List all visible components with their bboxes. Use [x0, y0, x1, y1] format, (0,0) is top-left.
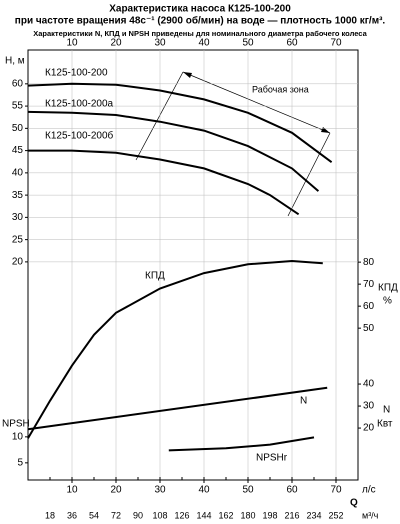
y-tick-label: 30 — [363, 401, 375, 412]
x2-tick-label: 198 — [262, 510, 277, 520]
x2-tick-label: 162 — [218, 510, 233, 520]
arrow — [321, 127, 330, 133]
x-axis-label: Q — [350, 498, 358, 509]
eff-axis-label: КПД — [378, 283, 398, 294]
x2-tick-label: 180 — [240, 510, 255, 520]
y-tick-label: 55 — [12, 101, 24, 112]
x2-tick-label: 216 — [284, 510, 299, 520]
power-axis-unit: Квт — [377, 419, 393, 430]
y-tick-label: 35 — [12, 190, 24, 201]
x-unit: л/с — [362, 485, 376, 496]
x2-tick-label: 36 — [67, 510, 77, 520]
x2-tick-label: 234 — [306, 510, 321, 520]
plot-frame — [27, 49, 359, 481]
x2-tick-label: 90 — [133, 510, 143, 520]
y-tick-label: 60 — [12, 78, 24, 89]
x-tick-label: 50 — [242, 485, 254, 496]
y-tick-label: 20 — [363, 423, 375, 434]
x2-tick-label: 252 — [328, 510, 343, 520]
series-label: К125-100-200б — [45, 130, 114, 142]
x2-tick-label: 54 — [89, 510, 99, 520]
y-tick-label: 40 — [363, 379, 375, 390]
y-tick-label: 5 — [17, 457, 23, 468]
series-label: К125-100-200 — [45, 68, 108, 79]
series-line — [27, 82, 333, 164]
x2-tick-label: 72 — [111, 510, 121, 520]
x-top-tick-label: 30 — [154, 38, 166, 49]
y-tick-label: 40 — [12, 167, 24, 178]
y-tick-label: 70 — [363, 279, 375, 290]
series-line — [27, 259, 323, 439]
arrow — [183, 72, 192, 78]
series-label: N — [300, 396, 307, 407]
zone-boundary — [135, 71, 184, 161]
x-tick-label: 60 — [286, 485, 298, 496]
power-axis-label: N — [383, 405, 390, 416]
x-tick-label: 70 — [330, 485, 342, 496]
y-tick-label: 80 — [363, 257, 375, 268]
x2-unit: м³/ч — [362, 510, 379, 520]
chart-title-line2: при частоте вращения 48с⁻¹ (2900 об/мин)… — [15, 15, 386, 27]
x2-tick-label: 126 — [174, 510, 189, 520]
y-tick-label: 50 — [12, 123, 24, 134]
x-tick-label: 10 — [66, 485, 78, 496]
y-tick-label: 60 — [363, 301, 375, 312]
chart-title: Характеристика насоса К125-100-200 — [109, 4, 291, 15]
zone-boundary — [287, 132, 331, 217]
x-top-tick-label: 20 — [110, 38, 122, 49]
h-axis-label: Н, м — [5, 56, 25, 67]
series-label: К125-100-200а — [45, 99, 114, 110]
x-top-tick-label: 50 — [242, 38, 254, 49]
eff-axis-unit: % — [383, 296, 392, 307]
y-tick-label: 50 — [363, 323, 375, 334]
x-top-tick-label: 60 — [286, 38, 298, 49]
series-label: NPSHr — [256, 453, 288, 464]
series-line — [28, 149, 300, 216]
x-top-tick-label: 40 — [198, 38, 210, 49]
x-tick-label: 20 — [110, 485, 122, 496]
y-tick-label: 25 — [12, 234, 24, 245]
series-line — [168, 436, 315, 452]
series-line — [27, 386, 328, 431]
zone-label: Рабочая зона — [252, 84, 309, 94]
x-tick-label: 30 — [154, 485, 166, 496]
y-tick-label: 45 — [12, 145, 24, 156]
x2-tick-label: 18 — [45, 510, 55, 520]
y-tick-label: 10 — [12, 431, 24, 442]
x-tick-label: 40 — [198, 485, 210, 496]
series-line — [27, 110, 320, 192]
x-top-tick-label: 10 — [66, 38, 78, 49]
x-top-tick-label: 70 — [330, 38, 342, 49]
series-label: КПД — [145, 271, 165, 282]
x2-tick-label: 108 — [152, 510, 167, 520]
chart-subtitle: Характеристики N, КПД и NPSH приведены д… — [33, 29, 367, 38]
zone-dimension — [182, 71, 331, 134]
y-tick-label: 30 — [12, 212, 24, 223]
x2-tick-label: 144 — [196, 510, 211, 520]
npsh-axis-label: NPSH — [2, 419, 30, 430]
y-tick-label: 20 — [12, 257, 24, 268]
